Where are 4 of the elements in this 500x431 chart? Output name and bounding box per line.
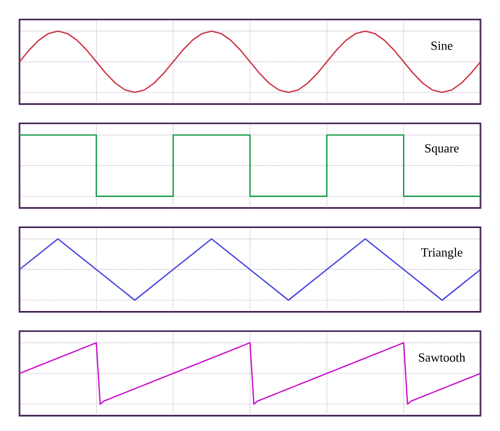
series-label: Sawtooth [419, 352, 466, 362]
series-label: Triangle [421, 248, 462, 260]
series-label: Square [425, 144, 459, 156]
text: Sine [432, 42, 452, 50]
